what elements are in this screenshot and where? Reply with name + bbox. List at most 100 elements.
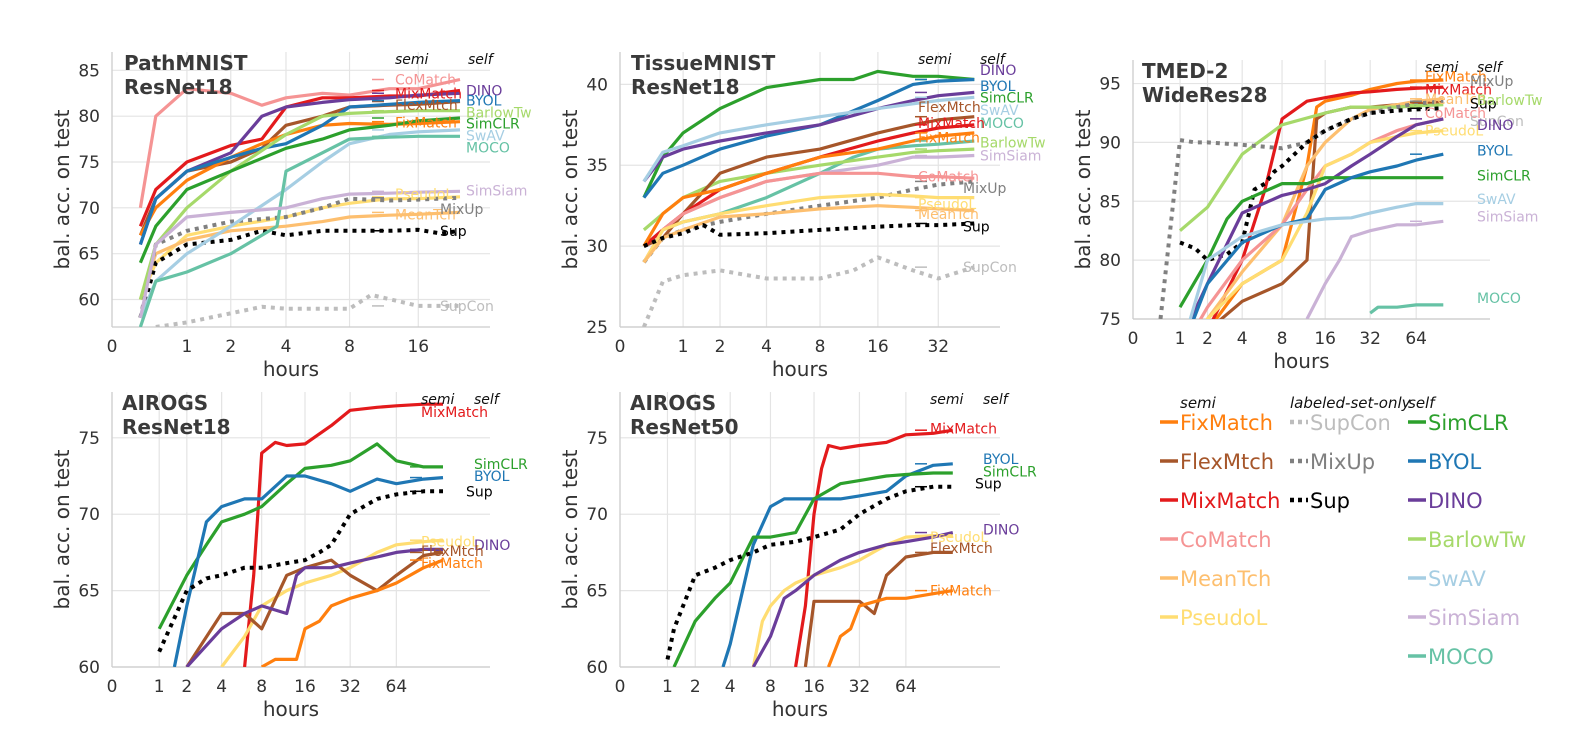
panel-title: TMED-2 <box>1142 59 1228 83</box>
end-label-simclr: SimCLR <box>466 117 520 133</box>
panel-1: 0 1 2 4 8 16 32 25 30 35 40 hours bal. acc. on test T… <box>558 51 1046 381</box>
panel-subtitle: WideRes28 <box>1142 83 1268 107</box>
series-line-barlowtw <box>138 109 460 300</box>
y-tick-label: 80 <box>78 107 100 127</box>
end-label-dino: DINO <box>980 63 1016 79</box>
series-line-fixmatch <box>642 131 975 247</box>
x-tick-label: 8 <box>256 677 267 697</box>
y-tick-label: 70 <box>78 199 100 219</box>
x-tick-label: 4 <box>761 337 772 357</box>
end-label-barlowtw: BarlowTw <box>466 106 532 122</box>
panel-title: PathMNIST <box>124 51 248 75</box>
legend-item-mixmatch: MixMatch <box>1180 489 1280 513</box>
end-label-fixmatch: FixMatch <box>1425 69 1487 85</box>
end-label-meantch: MeanTch <box>1425 92 1486 108</box>
end-label-flexmtch: FlexMtch <box>918 100 981 116</box>
x-tick-label: 32 <box>339 677 361 697</box>
legend-item-meantch: MeanTch <box>1180 567 1271 591</box>
end-label-simclr: SimCLR <box>474 457 528 473</box>
end-label-fixmatch: FixMatch <box>930 584 992 600</box>
series-line-byol <box>1192 152 1444 319</box>
x-tick-label: 16 <box>803 677 825 697</box>
x-tick-label: 64 <box>386 677 408 697</box>
end-label-dino: DINO <box>1477 118 1513 134</box>
end-label-flexmtch: FlexMtch <box>930 541 993 557</box>
panel-2: 0 1 2 4 8 16 32 64 75 80 85 90 95 hours bal. acc. on t… <box>1071 59 1543 373</box>
semi-header: semi <box>395 52 429 68</box>
x-tick-label: 8 <box>815 337 826 357</box>
self-header: self <box>474 392 501 408</box>
semi-header: semi <box>918 52 952 68</box>
panel-subtitle: ResNet18 <box>631 75 740 99</box>
series-line-fixmatch <box>260 558 444 667</box>
y-tick-label: 65 <box>586 582 608 602</box>
x-tick-label: 64 <box>895 677 917 697</box>
series-lines <box>1158 78 1444 319</box>
legend-header: self <box>1408 394 1437 412</box>
x-axis-label: hours <box>263 697 319 721</box>
end-label-sup: Sup <box>975 477 1002 493</box>
end-label-simclr: SimCLR <box>980 90 1034 106</box>
x-tick-label: 2 <box>690 677 701 697</box>
legend-item-sup: Sup <box>1310 489 1350 513</box>
x-tick-label: 4 <box>725 677 736 697</box>
x-tick-label: 4 <box>281 337 292 357</box>
series-line-sup <box>643 221 975 248</box>
series-line-mixmatch <box>1211 85 1444 319</box>
end-label-byol: BYOL <box>466 94 502 110</box>
legend-item-swav: SwAV <box>1428 567 1487 591</box>
y-axis-label: bal. acc. on test <box>50 109 74 269</box>
x-axis-label: hours <box>263 357 319 381</box>
end-label-simclr: SimCLR <box>1477 168 1531 184</box>
y-axis-label: bal. acc. on test <box>50 449 74 609</box>
end-label-moco: MOCO <box>466 140 510 156</box>
legend-item-fixmatch: FixMatch <box>1180 411 1273 435</box>
series-line-supcon <box>155 292 460 327</box>
series-lines <box>138 77 461 327</box>
end-label-supcon: SupCon <box>1470 114 1524 130</box>
y-tick-label: 75 <box>586 429 608 449</box>
series-line-dino <box>185 547 443 667</box>
y-axis-label: bal. acc. on test <box>558 449 582 609</box>
x-tick-label: 16 <box>294 677 316 697</box>
x-tick-label: 8 <box>1277 329 1288 349</box>
x-axis-label: hours <box>1273 349 1329 373</box>
x-axis-label: hours <box>772 357 828 381</box>
panel-subtitle: ResNet18 <box>124 75 233 99</box>
y-axis-label: bal. acc. on test <box>1071 109 1095 269</box>
y-tick-label: 80 <box>1099 251 1121 271</box>
x-tick-label: 0 <box>615 677 626 697</box>
series-line-meantch <box>138 210 461 301</box>
legend-item-moco: MOCO <box>1428 645 1494 669</box>
end-label-dino: DINO <box>474 538 510 554</box>
series-line-moco <box>1369 303 1444 315</box>
y-tick-label: 60 <box>586 658 608 678</box>
end-label-meantch: MeanTch <box>918 207 979 223</box>
series-line-pseudol <box>642 192 975 264</box>
self-header: self <box>468 52 495 68</box>
end-label-mixmatch: MixMatch <box>421 405 488 421</box>
x-tick-label: 2 <box>181 677 192 697</box>
panel-subtitle: ResNet18 <box>122 415 231 439</box>
panel-4: 0 1 2 4 8 16 32 64 60 65 70 75 hours bal. acc. on tes… <box>558 391 1037 721</box>
end-label-simclr: SimCLR <box>983 464 1037 480</box>
x-tick-label: 16 <box>1314 329 1336 349</box>
series-line-simclr <box>642 69 975 199</box>
semi-header: semi <box>1425 60 1459 76</box>
series-line-simclr <box>138 116 461 264</box>
series-line-dino <box>642 90 975 183</box>
end-label-moco: MOCO <box>980 116 1024 132</box>
legend-item-comatch: CoMatch <box>1180 528 1272 552</box>
y-tick-label: 75 <box>78 153 100 173</box>
x-tick-label: 1 <box>1175 329 1186 349</box>
y-tick-label: 25 <box>586 318 608 338</box>
end-label-pseudol: PseudoL <box>930 530 988 546</box>
end-label-mixmatch: MixMatch <box>395 86 462 102</box>
end-label-pseudol: PseudoL <box>1425 124 1483 140</box>
series-line-byol <box>721 462 953 667</box>
end-label-simsiam: SimSiam <box>1477 210 1538 226</box>
legend-item-mixup: MixUp <box>1310 450 1375 474</box>
x-tick-label: 16 <box>867 337 889 357</box>
end-label-moco: MOCO <box>1477 291 1521 307</box>
